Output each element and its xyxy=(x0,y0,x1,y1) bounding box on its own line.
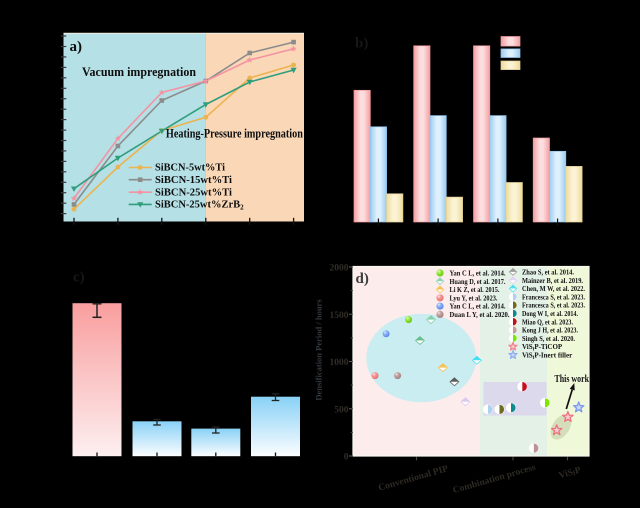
svg-text:Chen, M W, et al. 2022.: Chen, M W, et al. 2022. xyxy=(522,285,585,293)
svg-text:1000: 1000 xyxy=(330,358,349,368)
svg-text:a): a) xyxy=(70,39,83,55)
svg-text:ViSfP-TiCOP: ViSfP-TiCOP xyxy=(522,343,563,352)
svg-text:c): c) xyxy=(73,270,85,286)
svg-text:1500: 1500 xyxy=(330,311,349,321)
svg-text:500: 500 xyxy=(334,405,349,415)
svg-text:Francesca S, et al. 2023.: Francesca S, et al. 2023. xyxy=(522,302,585,310)
svg-text:Duan L Y, et al. 2020.: Duan L Y, et al. 2020. xyxy=(450,311,510,319)
svg-text:Heating-Pressure impregnation: Heating-Pressure impregnation xyxy=(166,127,303,141)
svg-text:b): b) xyxy=(355,36,368,52)
svg-text:Densification Period / hours: Densification Period / hours xyxy=(314,299,324,401)
svg-text:Francesca S, et al. 2023.: Francesca S, et al. 2023. xyxy=(522,293,585,301)
svg-text:Zhao S, et al. 2014.: Zhao S, et al. 2014. xyxy=(522,269,574,277)
svg-text:Singh S, et al. 2020.: Singh S, et al. 2020. xyxy=(522,335,575,343)
svg-text:SiBCN-25wt%Ti: SiBCN-25wt%Ti xyxy=(155,187,232,198)
svg-text:Mainzer B, et al. 2019.: Mainzer B, et al. 2019. xyxy=(522,277,583,285)
svg-text:Li K Z, et al. 2015.: Li K Z, et al. 2015. xyxy=(450,286,500,294)
svg-text:Huang D, et al. 2017.: Huang D, et al. 2017. xyxy=(450,278,506,286)
svg-text:Miao Q, et al. 2023.: Miao Q, et al. 2023. xyxy=(522,318,573,326)
svg-text:Lyu Y, et al. 2023.: Lyu Y, et al. 2023. xyxy=(450,294,498,302)
svg-text:d): d) xyxy=(356,271,369,287)
svg-text:0: 0 xyxy=(344,453,349,463)
svg-text:SiBCN-15wt%Ti: SiBCN-15wt%Ti xyxy=(155,175,232,186)
svg-text:Yan C L, et al. 2014.: Yan C L, et al. 2014. xyxy=(450,270,506,278)
svg-text:Vacuum impregnation: Vacuum impregnation xyxy=(82,65,196,79)
svg-text:2000: 2000 xyxy=(330,264,349,274)
svg-text:Kong J H, et al. 2023.: Kong J H, et al. 2023. xyxy=(522,327,578,335)
svg-text:Yan C L, et al. 2014.: Yan C L, et al. 2014. xyxy=(450,303,506,311)
svg-text:SiBCN-5wt%Ti: SiBCN-5wt%Ti xyxy=(155,163,225,174)
svg-text:ViSfP-Inert filler: ViSfP-Inert filler xyxy=(522,352,572,361)
svg-text:This work: This work xyxy=(555,374,590,385)
svg-text:Dong W I, et al. 2014.: Dong W I, et al. 2014. xyxy=(522,310,578,318)
svg-text:SiBCN-25wt%ZrB2: SiBCN-25wt%ZrB2 xyxy=(155,200,244,212)
